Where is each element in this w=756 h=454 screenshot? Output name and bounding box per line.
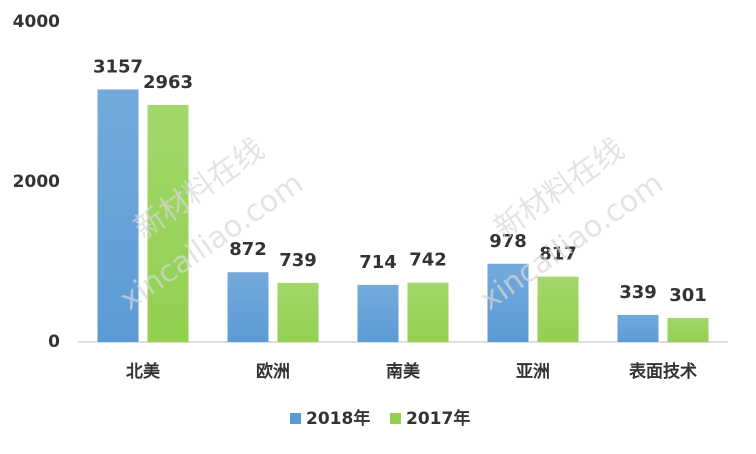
value-label: 978	[489, 231, 527, 252]
value-label: 739	[279, 250, 317, 271]
x-tick-label: 表面技术	[629, 361, 697, 382]
value-label: 3157	[93, 56, 143, 77]
bar	[407, 282, 449, 342]
bar	[487, 263, 529, 342]
bar	[277, 282, 319, 342]
bar	[537, 276, 579, 342]
y-tick-label: 0	[48, 332, 60, 352]
value-label: 2963	[143, 72, 193, 93]
x-tick-label: 欧洲	[256, 361, 290, 382]
value-label: 872	[229, 239, 267, 260]
y-tick-label: 4000	[13, 12, 60, 32]
legend-swatch	[290, 413, 301, 424]
value-label: 742	[409, 250, 447, 271]
bar	[227, 272, 269, 342]
bar	[97, 89, 139, 342]
x-tick-label: 亚洲	[516, 362, 550, 382]
legend-swatch	[390, 413, 401, 424]
bar	[667, 317, 709, 342]
y-tick-label: 2000	[13, 172, 60, 192]
x-tick-label: 北美	[126, 361, 161, 382]
value-label: 301	[669, 285, 707, 306]
x-tick-label: 南美	[386, 361, 421, 382]
bar	[147, 104, 189, 343]
value-label: 339	[619, 282, 657, 303]
legend-label: 2017年	[406, 408, 470, 429]
value-label: 714	[359, 252, 397, 273]
value-label: 817	[539, 244, 577, 265]
bar	[357, 284, 399, 342]
legend-label: 2018年	[306, 408, 370, 429]
bar	[617, 314, 659, 342]
